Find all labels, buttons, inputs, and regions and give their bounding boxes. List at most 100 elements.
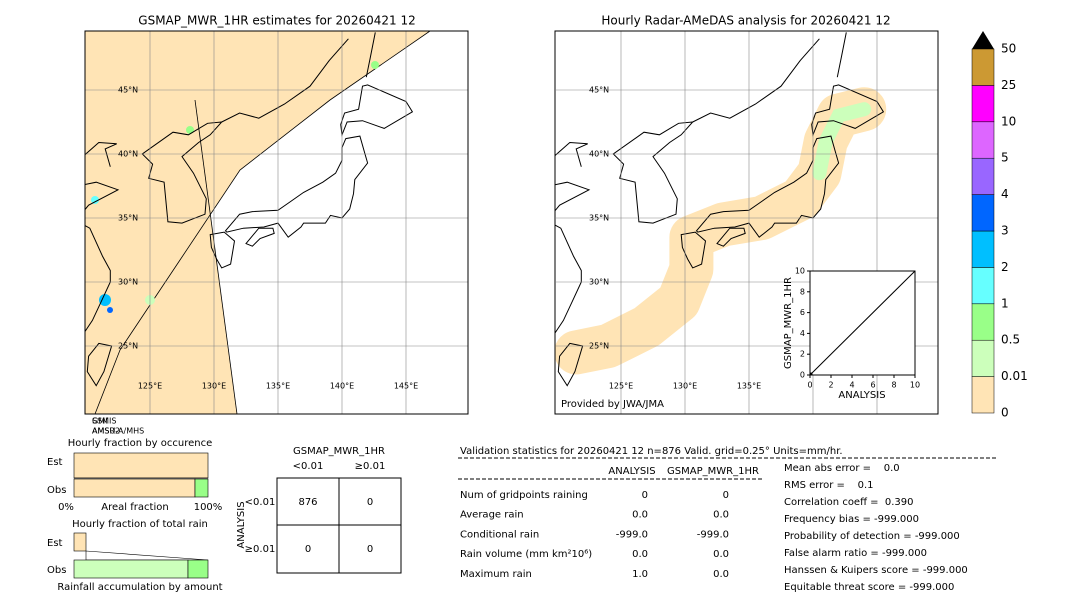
score: Correlation coeff = 0.390 [784,497,914,508]
side-label: ANALYSIS [236,501,247,548]
colorbar-label: 50 [1001,42,1016,56]
sensor-label: AMSU-A/MHS [92,427,144,436]
lon-label: 140°E [330,382,354,391]
coastline [811,84,885,137]
coastline [209,231,236,269]
y-tick-label: 4 [800,329,805,338]
color-box [971,194,995,232]
color-box [971,48,995,86]
left-map: 45°N 40°N 35°N 30°N 25°N 125°E 130°E 135°E 140°E… [85,31,468,414]
color-box [971,121,995,159]
colorbar-label: 4 [1001,187,1009,201]
row-label: Maximum rain [460,569,532,580]
est-label: Est [47,457,63,468]
lat-label: 40°N [589,150,609,159]
lon-label: 130°E [202,382,226,391]
axis-right: 100% [194,502,223,513]
coastline [692,38,820,123]
total-title: Hourly fraction of total rain [72,519,208,530]
coastline [836,32,847,78]
row-value: 0.0 [713,510,729,521]
obs-label-2: Obs [47,565,66,576]
row-value: 0.0 [713,549,729,560]
lon-label: 135°E [737,382,761,391]
colorbar-label: 1 [1001,296,1009,310]
right-map-frame [554,30,939,415]
row-label: Rain volume (mm km²10⁶) [460,549,592,560]
colorbar-label: 0.01 [1001,369,1028,383]
cell: 876 [298,497,317,508]
colorbar-label: 0.5 [1001,333,1020,347]
coastline [85,141,120,333]
score: False alarm ratio = -999.000 [784,548,927,559]
analysis-light-rain [812,102,872,181]
coastline [141,121,223,224]
x-tick-label: 0 [807,381,812,390]
scatter-xlabel: ANALYSIS [838,390,885,401]
contingency-table: GSMAP_MWR_1HR <0.01 ≥0.01 ANALYSIS <0.01… [236,446,402,574]
score: Frequency bias = -999.000 [784,514,919,525]
row-label: <0.01 [245,497,276,508]
obs-label: Obs [47,485,66,496]
credit: Provided by JWA/JMA [561,399,664,410]
sensor-label: AMSR2 [92,427,120,436]
column-label: ≥0.01 [355,461,386,472]
column-header: GSMAP_MWR_1HR [667,466,759,477]
score: Hanssen & Kuipers score = -999.000 [784,565,968,576]
x-tick-label: 6 [870,381,875,390]
colorbar: 0 0.01 0.5 1 2 3 4 5 10 25 50 [971,31,1028,420]
coastline [245,227,275,247]
lon-label: 125°E [609,382,633,391]
row-label: Average rain [460,510,524,521]
cell: 0 [367,497,373,508]
score: Mean abs error = 0.0 [784,463,900,474]
est-label-2: Est [47,538,63,549]
scatter-inset: ANALYSIS GSMAP_MWR_1HR [783,270,916,401]
lat-label: 25°N [118,342,138,351]
lat-label: 40°N [118,150,138,159]
lat-label: 35°N [118,214,138,223]
column-label: <0.01 [293,461,324,472]
right-map: 45°N 40°N 35°N 30°N 25°N 125°E 130°E 135°E [555,31,938,414]
row-value: -999.0 [616,529,648,540]
colorbar-label: 2 [1001,260,1009,274]
colorbar-label: 25 [1001,78,1016,92]
score: Equitable threat score = -999.000 [784,582,954,593]
color-box [971,376,995,414]
coastline [221,38,349,123]
x-tick-label: 8 [891,381,896,390]
y-tick-label: 0 [800,371,805,380]
lat-label: 45°N [118,86,138,95]
x-tick-label: 4 [849,381,854,390]
row-label: ≥0.01 [245,544,276,555]
color-box [971,267,995,305]
column-header: ANALYSIS [608,466,655,477]
color-box [971,339,995,377]
scatter-ylabel: GSMAP_MWR_1HR [783,277,794,369]
colorbar-label: 10 [1001,114,1016,128]
x-tick-label: 10 [910,381,920,390]
accumulation-label: Rainfall accumulation by amount [57,582,222,593]
lat-label: 30°N [118,278,138,287]
validation-header: Validation statistics for 20260421 12 n=… [460,446,843,457]
lon-label: 130°E [673,382,697,391]
validation-panel: Validation statistics for 20260421 12 n=… [458,446,996,593]
lon-label: 145°E [394,382,418,391]
colorbar-label: 5 [1001,151,1009,165]
row-value: 0 [723,490,729,501]
x-tick-label: 2 [828,381,833,390]
lat-label: 30°N [589,278,609,287]
y-tick-label: 2 [800,350,805,359]
left-map-frame [84,30,469,415]
axis-middle: Areal fraction [101,502,168,513]
row-value: 0.0 [713,569,729,580]
row-value: 1.0 [632,569,648,580]
color-box [971,230,995,268]
sensor-label: GMI [92,417,107,426]
coastline [695,135,840,238]
row-value: -999.0 [697,529,729,540]
color-box [971,157,995,195]
axis-left: 0% [58,502,74,513]
cell: 0 [305,544,311,555]
colorbar-label: 3 [1001,224,1009,238]
